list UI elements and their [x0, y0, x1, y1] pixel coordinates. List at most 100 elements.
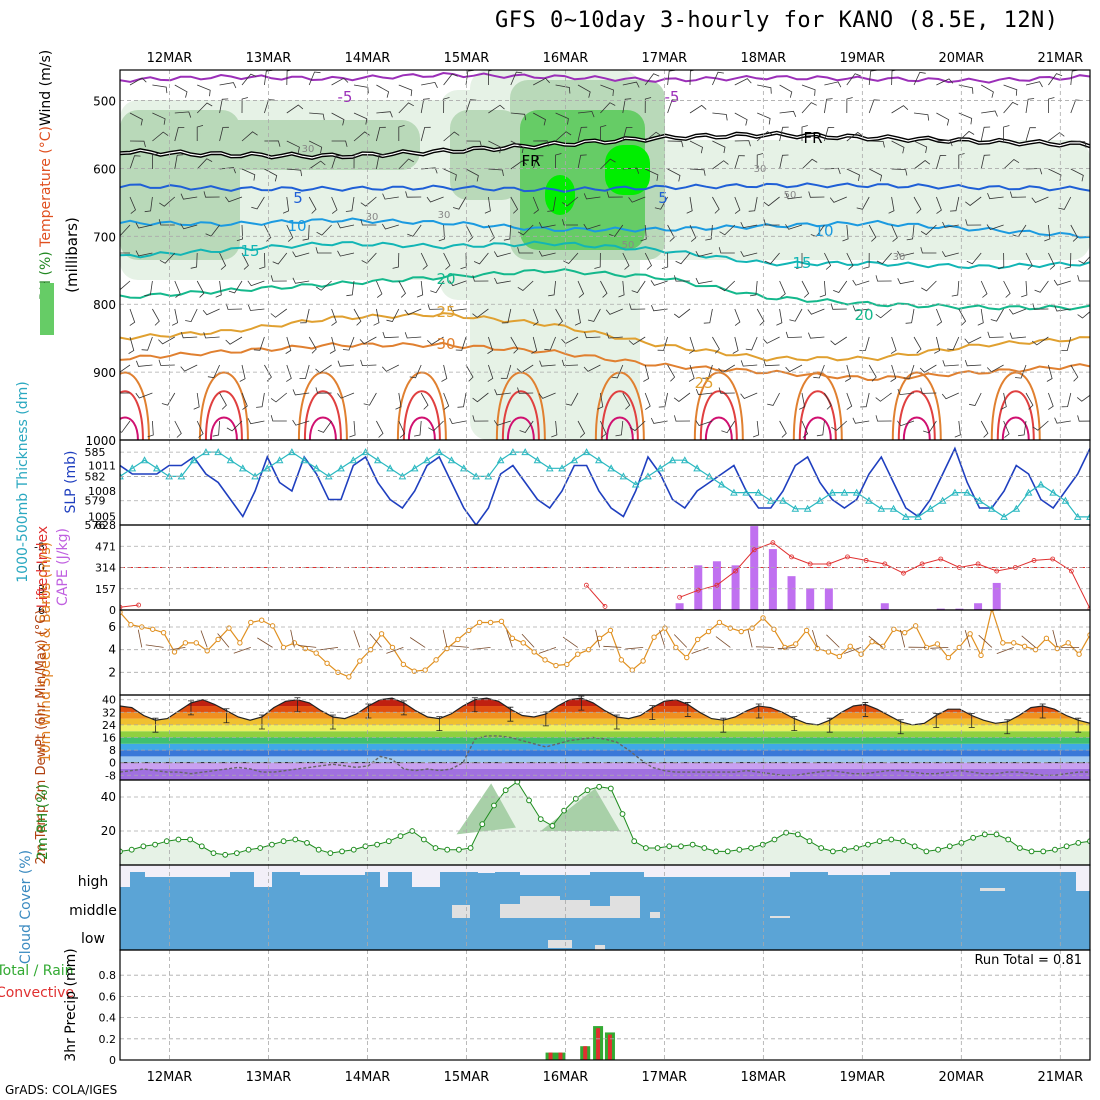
- wind-barb: [420, 126, 431, 142]
- wind-barb: [331, 308, 337, 326]
- wind-barb: [819, 280, 826, 298]
- wind-barb: [779, 126, 789, 142]
- temp-minmax-bar: [755, 703, 762, 719]
- cape-bar: [787, 576, 796, 610]
- wind10-point: [520, 640, 526, 646]
- wind10-tick: 2: [108, 665, 116, 679]
- x-tick-top: 16MAR: [543, 51, 589, 66]
- wind-barb: [488, 104, 505, 114]
- wind-barb: [1048, 132, 1065, 142]
- thickness-axis-title: 1000-500mb Thickness (dm): [15, 381, 31, 582]
- wind-barb: [852, 417, 870, 424]
- wind-barb: [219, 392, 227, 410]
- wind-barb: [308, 160, 326, 170]
- wind10-point: [1065, 640, 1071, 646]
- wind-barb: [897, 420, 915, 427]
- wind-barb: [695, 388, 713, 396]
- wind-barb: [342, 336, 355, 351]
- wind10-point: [564, 661, 570, 668]
- wind-barb: [712, 336, 720, 354]
- wind-barb: [174, 420, 182, 438]
- wind-barb: [846, 392, 853, 410]
- wind-barb: [644, 131, 662, 142]
- wind10-point: [771, 626, 777, 632]
- wind10-point: [182, 640, 189, 646]
- wind-barb: [1003, 84, 1018, 96]
- wind-barb: [196, 420, 204, 438]
- wind-barb: [337, 250, 355, 257]
- thickness-marker: [447, 456, 456, 464]
- temp2m-tick: 16: [102, 732, 116, 745]
- isotherm-label: 15: [240, 242, 259, 260]
- cape-tick: 471: [95, 540, 116, 553]
- wind10-point: [1000, 640, 1006, 646]
- upper-wind-barbs: [120, 70, 1090, 438]
- wind-barb: [734, 155, 745, 170]
- wind-barb: [830, 336, 848, 346]
- rh2m-point: [806, 838, 813, 845]
- rh2m-point: [1052, 846, 1058, 853]
- precip-legend-convective: Convective: [0, 985, 74, 1001]
- wind-barb: [749, 280, 758, 297]
- wind-barb: [285, 336, 292, 354]
- wind-barb: [329, 336, 336, 354]
- wind-barb: [193, 392, 200, 410]
- wind-barb: [587, 308, 601, 322]
- rh2m-point: [689, 841, 696, 848]
- thickness-marker: [545, 464, 554, 472]
- temp2m-line: [120, 697, 1090, 726]
- wind-barb: [349, 420, 356, 438]
- wind-barb: [824, 392, 832, 410]
- wind10-point: [651, 634, 657, 640]
- wind-barb: [426, 196, 444, 203]
- wind-barb: [264, 140, 281, 147]
- temp-minmax-bar: [507, 706, 514, 722]
- wind10-tick: 4: [108, 643, 116, 657]
- wind-barb: [1003, 280, 1011, 298]
- wind10-barb: [659, 630, 666, 648]
- wind-barb: [597, 392, 604, 410]
- thickness-marker: [496, 456, 505, 464]
- wind-barb: [449, 280, 467, 287]
- wind-barb: [611, 364, 624, 379]
- temp-band: [120, 762, 1090, 769]
- temp-minmax-bar: [542, 711, 549, 727]
- isotherm-label: -5: [338, 88, 353, 106]
- wind-barb: [890, 336, 897, 354]
- thickness-marker: [570, 456, 579, 464]
- isotherm-10: [120, 217, 1090, 239]
- wind-barb: [533, 77, 550, 86]
- wind-barb: [846, 97, 853, 114]
- wind-barb: [129, 140, 146, 148]
- thickness-marker: [1037, 480, 1045, 488]
- isotherm-label: 20: [854, 306, 873, 324]
- wind-barb: [532, 308, 539, 326]
- wind-barb: [981, 84, 994, 98]
- wind10-point: [346, 674, 352, 680]
- wind10-point: [357, 658, 363, 664]
- wind-barb: [1025, 392, 1034, 410]
- wind-barb: [718, 387, 735, 394]
- wind-barb: [658, 392, 668, 408]
- li-point: [714, 582, 720, 588]
- rh2m-point: [233, 850, 240, 856]
- rh2m-point: [818, 845, 825, 851]
- wind10-point: [945, 654, 952, 661]
- thickness-marker: [1086, 512, 1090, 520]
- wind-barb: [359, 336, 377, 345]
- wind-barb: [494, 389, 511, 396]
- wind-barb: [1046, 364, 1053, 382]
- cloud-mid-gap: [548, 940, 572, 948]
- wind-barb: [981, 110, 998, 117]
- isotherm--5: [120, 71, 1090, 84]
- thickness-marker: [754, 488, 763, 496]
- thickness-marker: [337, 464, 345, 472]
- slp-line: [120, 446, 1090, 525]
- wind-barb: [980, 154, 991, 170]
- temp-minmax-bar: [258, 714, 265, 730]
- cape-tick: 157: [95, 583, 116, 596]
- wind-barb: [689, 168, 706, 176]
- wind10-point: [684, 654, 690, 661]
- cloud-high-gap: [644, 865, 790, 877]
- isotherm-label: -5: [665, 88, 680, 106]
